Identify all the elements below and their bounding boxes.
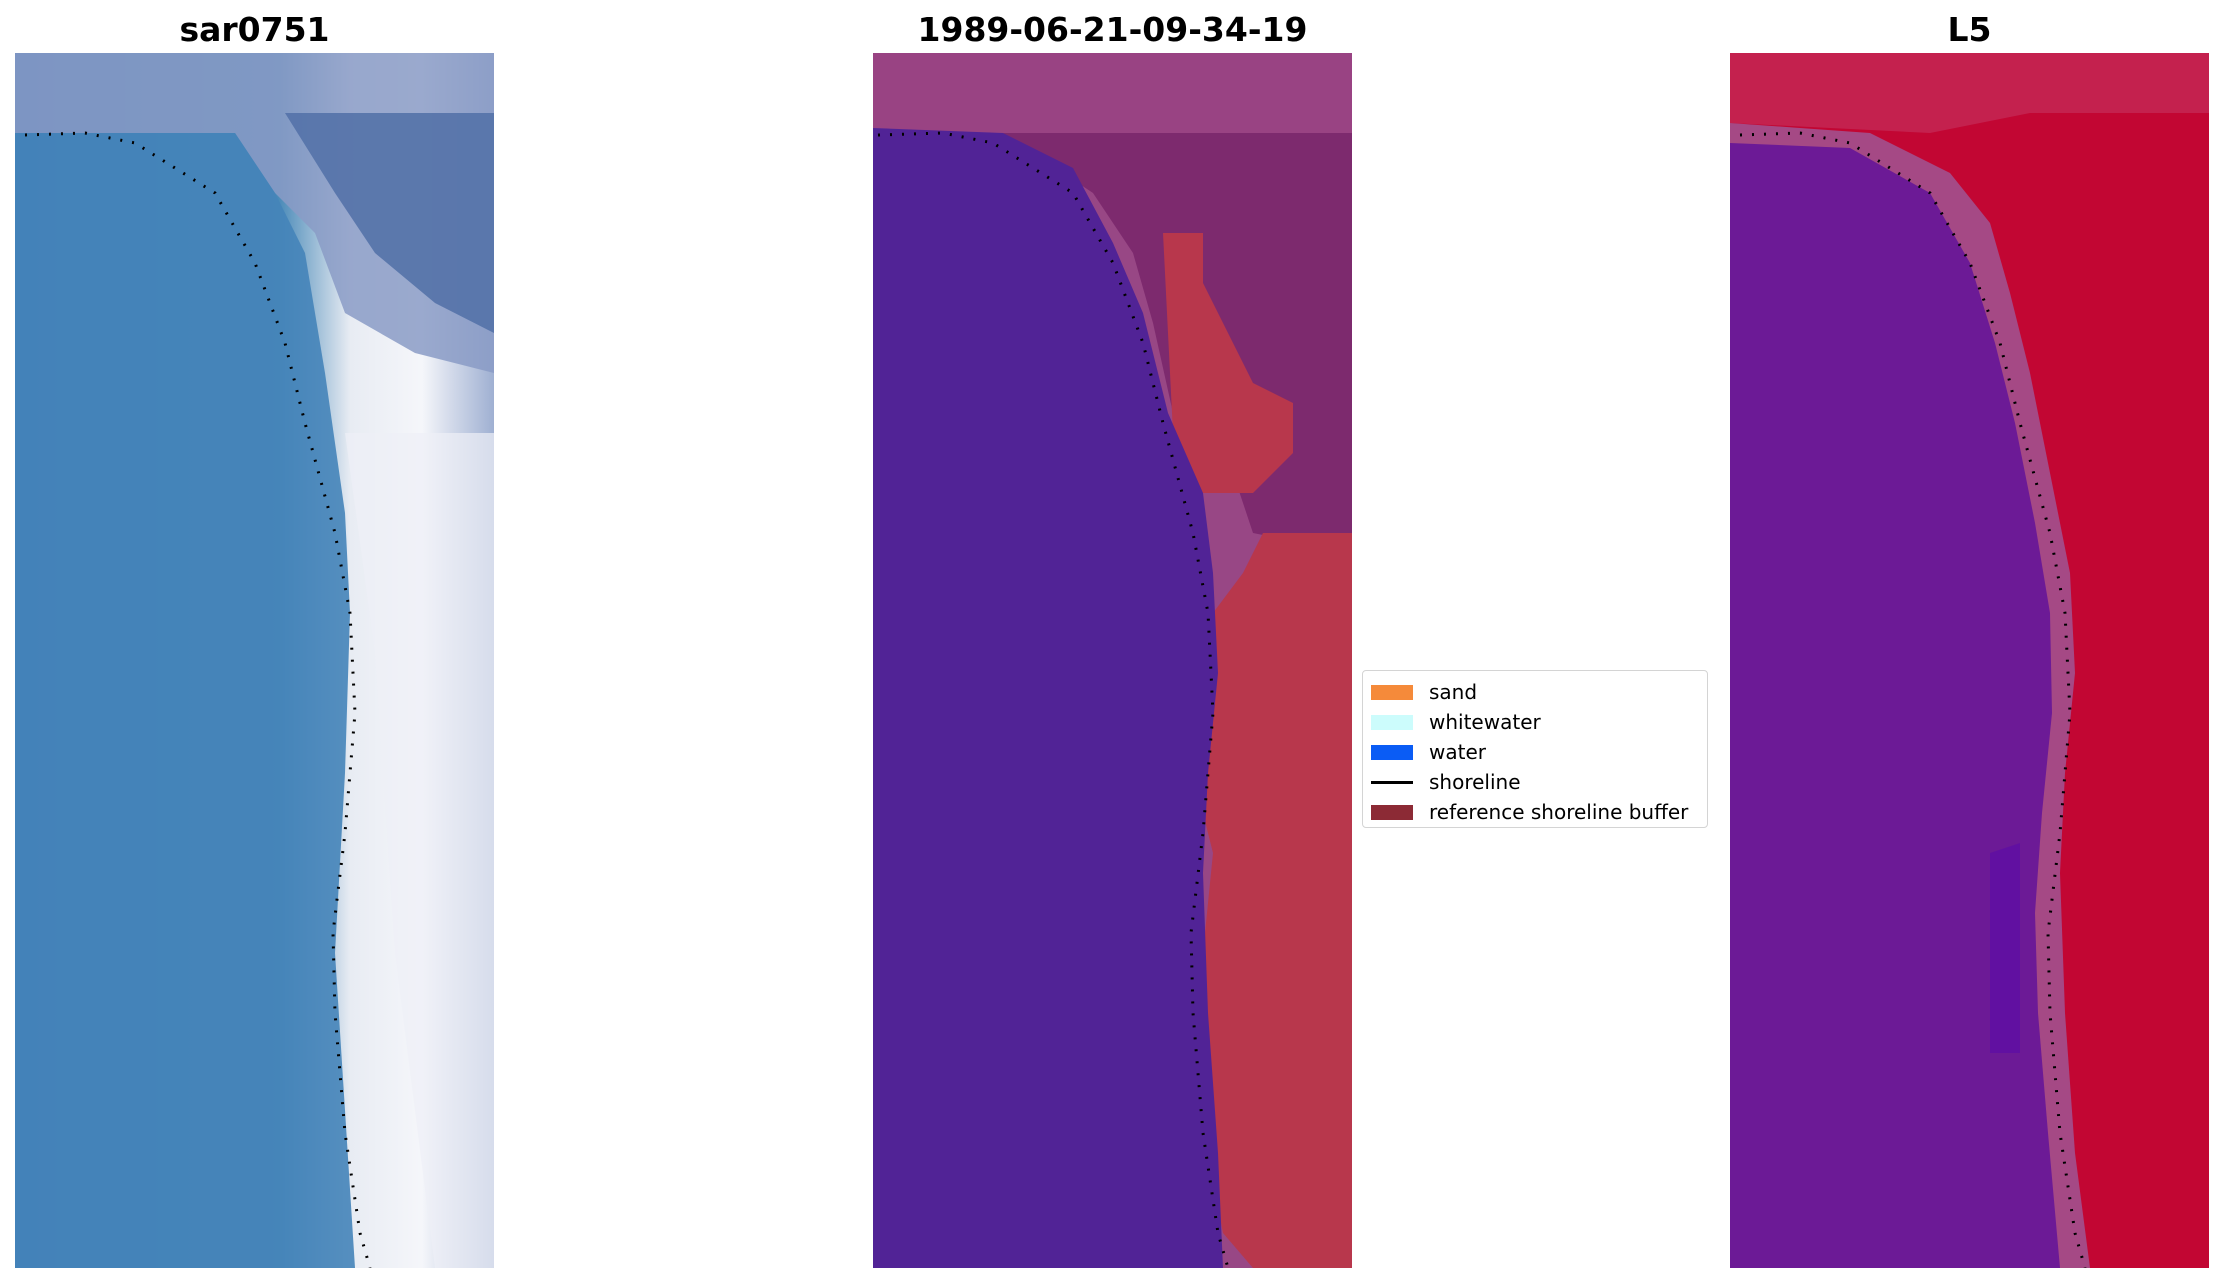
classified-image bbox=[873, 53, 1352, 1268]
reference-buffer-swatch bbox=[1371, 804, 1413, 820]
l5-image-panel bbox=[1730, 53, 2209, 1268]
water-swatch bbox=[1371, 744, 1413, 760]
shoreline-line-swatch bbox=[1371, 780, 1413, 784]
legend-label: sand bbox=[1429, 680, 1478, 704]
rgb-image bbox=[15, 53, 494, 1268]
sand-swatch bbox=[1371, 684, 1413, 700]
legend-label: reference shoreline buffer bbox=[1429, 800, 1689, 824]
legend-item-water: water bbox=[1371, 737, 1699, 767]
legend-item-reference-buffer: reference shoreline buffer bbox=[1371, 797, 1699, 827]
panel-title-classified: 1989-06-21-09-34-19 bbox=[917, 10, 1308, 49]
rgb-image-panel bbox=[15, 53, 494, 1268]
legend-label: whitewater bbox=[1429, 710, 1541, 734]
legend-item-shoreline: shoreline bbox=[1371, 767, 1699, 797]
panel-title-rgb: sar0751 bbox=[179, 10, 330, 49]
legend: sand whitewater water shoreline referenc… bbox=[1362, 670, 1708, 828]
legend-item-whitewater: whitewater bbox=[1371, 707, 1699, 737]
legend-label: shoreline bbox=[1429, 770, 1521, 794]
whitewater-swatch bbox=[1371, 714, 1413, 730]
legend-item-sand: sand bbox=[1371, 677, 1699, 707]
legend-label: water bbox=[1429, 740, 1486, 764]
classified-image-panel bbox=[873, 53, 1352, 1268]
l5-image bbox=[1730, 53, 2209, 1268]
panel-title-l5: L5 bbox=[1947, 10, 1992, 49]
